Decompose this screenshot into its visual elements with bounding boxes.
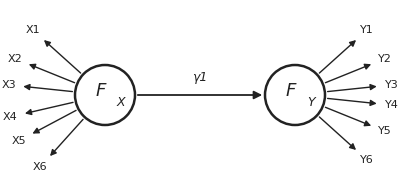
Circle shape bbox=[75, 65, 135, 125]
Text: X1: X1 bbox=[26, 25, 40, 35]
Text: F: F bbox=[286, 82, 296, 100]
Text: Y5: Y5 bbox=[378, 126, 392, 136]
Text: Y2: Y2 bbox=[378, 54, 392, 64]
Text: Y3: Y3 bbox=[384, 80, 398, 90]
Text: γ1: γ1 bbox=[192, 70, 208, 83]
Text: Y4: Y4 bbox=[384, 100, 398, 110]
Text: X: X bbox=[117, 97, 125, 109]
Text: Y6: Y6 bbox=[360, 155, 374, 165]
Text: X2: X2 bbox=[8, 54, 22, 64]
Text: X4: X4 bbox=[3, 112, 18, 122]
Text: Y1: Y1 bbox=[360, 25, 374, 35]
Text: F: F bbox=[96, 82, 106, 100]
Text: X6: X6 bbox=[33, 162, 48, 172]
Text: Y: Y bbox=[307, 97, 315, 109]
Text: X3: X3 bbox=[1, 80, 16, 90]
Text: X5: X5 bbox=[12, 135, 27, 146]
Circle shape bbox=[265, 65, 325, 125]
